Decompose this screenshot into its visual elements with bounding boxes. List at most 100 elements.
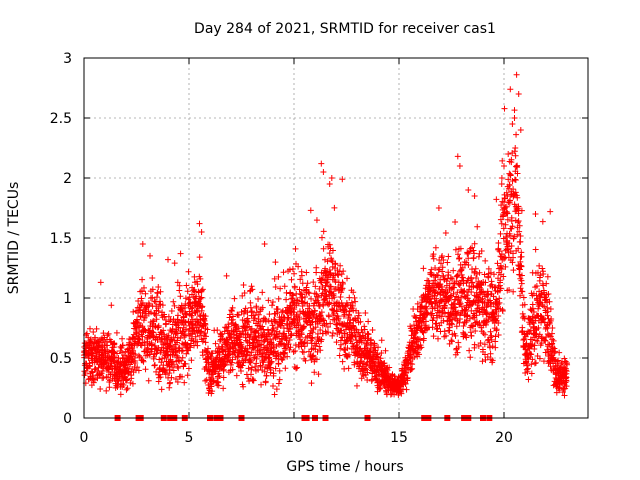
data-point	[129, 344, 136, 351]
data-point	[149, 294, 156, 301]
data-point	[230, 313, 237, 320]
data-point	[324, 323, 331, 330]
data-point	[190, 287, 197, 294]
data-point	[444, 259, 451, 266]
y-tick-label: 0.5	[50, 351, 72, 367]
data-point	[514, 194, 521, 201]
data-point	[346, 312, 353, 319]
data-point	[259, 350, 266, 357]
data-point	[148, 348, 155, 355]
data-point	[421, 294, 428, 301]
data-point	[185, 365, 192, 372]
data-point	[504, 210, 511, 217]
data-point	[327, 320, 334, 327]
data-point	[478, 248, 485, 255]
data-point	[257, 318, 264, 325]
data-point	[534, 337, 541, 344]
data-point	[403, 370, 410, 377]
data-point	[257, 346, 264, 353]
data-point	[503, 239, 510, 246]
data-point	[317, 327, 324, 334]
data-point	[225, 354, 232, 361]
data-point	[353, 326, 360, 333]
data-point	[455, 255, 462, 262]
y-axis-label: SRMTID / TECUs	[6, 182, 22, 295]
data-point-spike	[177, 250, 184, 257]
data-point	[431, 292, 438, 299]
data-point	[467, 354, 474, 361]
data-point	[173, 339, 180, 346]
data-point	[140, 357, 147, 364]
data-point	[262, 318, 269, 325]
data-point-spike	[339, 176, 346, 183]
data-point	[335, 272, 342, 279]
data-point	[538, 340, 545, 347]
data-point	[362, 310, 369, 317]
data-point	[262, 353, 269, 360]
data-point	[244, 346, 251, 353]
data-point	[517, 292, 524, 299]
data-point	[170, 298, 177, 305]
data-point-spike	[498, 175, 505, 181]
data-point	[175, 365, 182, 372]
data-point	[333, 339, 340, 346]
data-point	[439, 268, 446, 275]
data-point-spike	[501, 163, 507, 169]
data-point	[490, 293, 497, 300]
data-point	[279, 336, 286, 343]
data-point	[208, 383, 215, 390]
data-point	[475, 343, 482, 350]
data-point	[459, 274, 466, 281]
data-point	[171, 361, 178, 368]
data-point	[468, 289, 475, 295]
y-tick-label: 1	[63, 291, 72, 307]
data-point	[457, 294, 464, 301]
data-point	[90, 329, 97, 336]
data-point	[103, 387, 110, 394]
data-point-spike	[532, 211, 539, 217]
data-point	[172, 375, 179, 382]
data-point	[481, 341, 488, 348]
data-point	[349, 340, 356, 347]
data-point	[563, 383, 570, 390]
data-point	[277, 285, 284, 292]
data-point-spike	[318, 160, 325, 167]
data-point	[279, 318, 286, 325]
data-point	[259, 323, 266, 330]
data-point	[553, 358, 560, 365]
data-point	[535, 324, 542, 331]
data-point	[248, 309, 255, 316]
data-point	[303, 269, 310, 276]
data-point	[518, 280, 525, 287]
data-point	[97, 371, 104, 378]
data-point	[281, 330, 288, 337]
data-point	[482, 351, 489, 358]
data-point	[365, 318, 372, 325]
data-point	[323, 279, 330, 286]
data-point	[196, 332, 203, 339]
data-point	[514, 170, 521, 177]
data-point	[503, 189, 510, 196]
data-point	[311, 307, 318, 314]
data-point	[248, 331, 255, 338]
data-point	[493, 196, 500, 203]
data-point	[466, 297, 473, 304]
data-point	[355, 329, 362, 336]
data-point	[497, 230, 504, 237]
data-point	[332, 278, 339, 285]
data-point	[460, 323, 467, 330]
data-point-spike	[196, 220, 203, 227]
data-point	[315, 294, 322, 301]
data-point	[127, 379, 134, 386]
data-point	[344, 353, 351, 360]
data-point	[331, 294, 338, 301]
data-point	[348, 336, 355, 343]
data-point	[155, 308, 162, 315]
data-point	[227, 311, 234, 318]
data-point	[452, 219, 459, 226]
data-point	[170, 367, 177, 374]
data-point	[304, 280, 311, 287]
data-point	[531, 360, 538, 367]
data-point	[443, 290, 450, 297]
data-point	[244, 315, 251, 322]
